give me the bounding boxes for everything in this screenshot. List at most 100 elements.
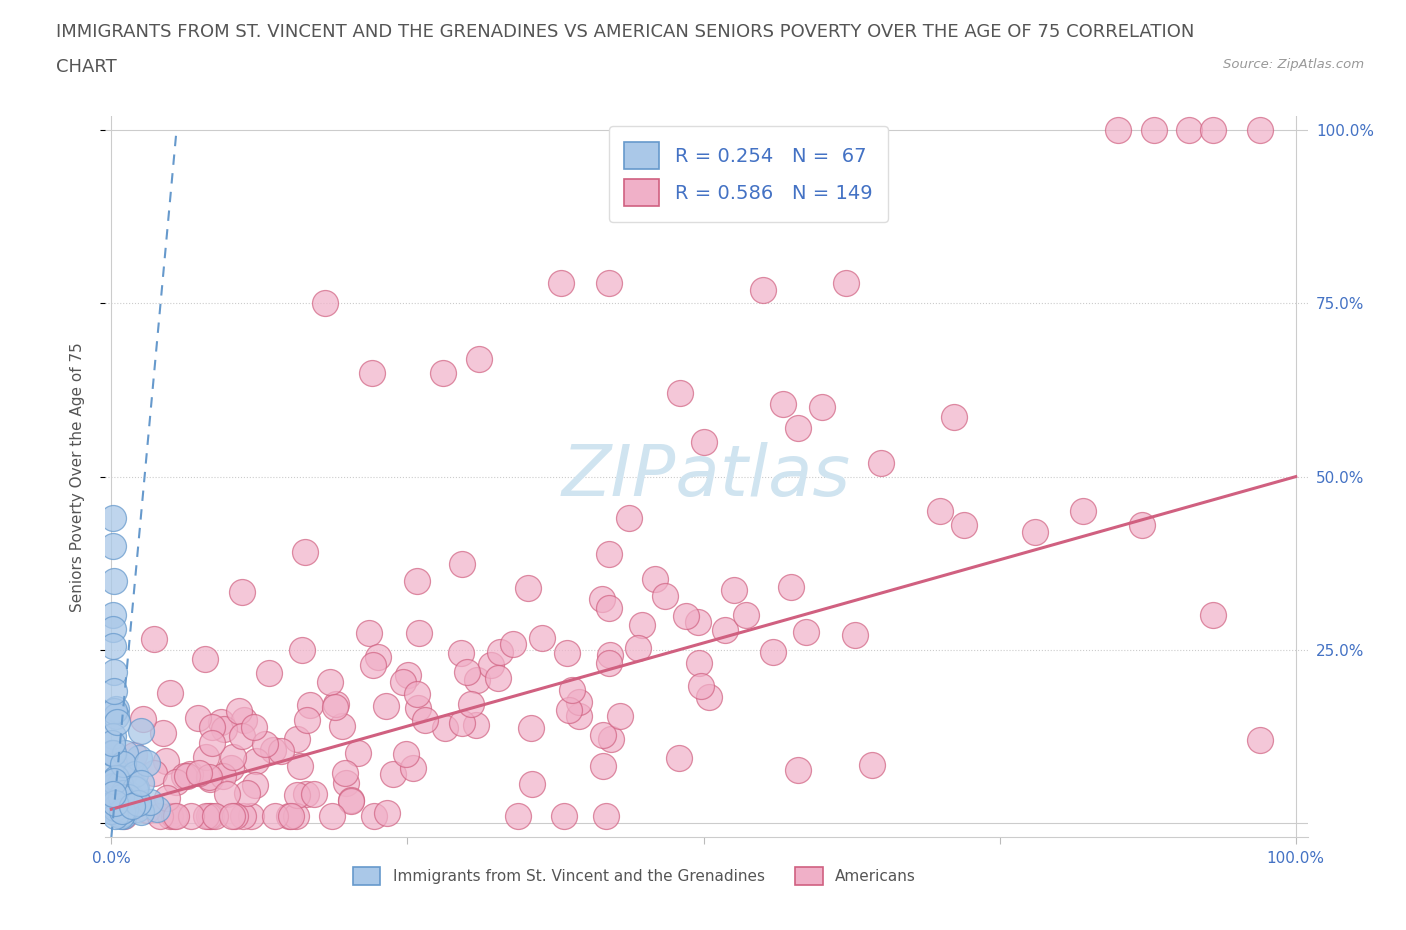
Text: Source: ZipAtlas.com: Source: ZipAtlas.com xyxy=(1223,58,1364,71)
Point xyxy=(108,777,131,791)
Point xyxy=(508,809,530,824)
Point xyxy=(302,787,325,802)
Point xyxy=(104,808,127,823)
Point xyxy=(100,804,122,818)
Point xyxy=(103,778,125,793)
Point xyxy=(1249,123,1271,138)
Point xyxy=(129,804,152,819)
Point xyxy=(561,683,583,698)
Point xyxy=(598,656,620,671)
Point xyxy=(953,518,976,533)
Point xyxy=(1071,504,1094,519)
Point xyxy=(467,352,489,366)
Point xyxy=(124,767,146,782)
Point xyxy=(233,713,256,728)
Point xyxy=(598,547,620,562)
Point xyxy=(212,769,235,784)
Point xyxy=(464,718,486,733)
Point xyxy=(104,771,127,786)
Point xyxy=(104,795,127,810)
Point xyxy=(405,686,427,701)
Point xyxy=(101,759,124,774)
Point xyxy=(374,698,396,713)
Point xyxy=(103,664,125,679)
Point xyxy=(332,719,354,734)
Point xyxy=(285,732,308,747)
Point xyxy=(103,773,125,788)
Point xyxy=(103,786,125,801)
Point xyxy=(553,809,575,824)
Point xyxy=(101,511,124,525)
Point xyxy=(257,665,280,680)
Point xyxy=(222,750,245,764)
Point xyxy=(104,803,127,817)
Point xyxy=(486,671,509,685)
Point xyxy=(688,655,710,670)
Point xyxy=(129,776,152,790)
Point xyxy=(217,786,239,801)
Point xyxy=(357,626,380,641)
Point xyxy=(114,746,136,761)
Point xyxy=(335,765,357,780)
Point xyxy=(413,712,436,727)
Point xyxy=(318,675,340,690)
Point xyxy=(101,790,124,805)
Point xyxy=(1202,123,1225,138)
Point xyxy=(860,758,883,773)
Point xyxy=(103,745,125,760)
Point xyxy=(519,721,541,736)
Point xyxy=(1178,123,1201,138)
Point xyxy=(104,797,127,812)
Point xyxy=(103,573,125,588)
Point xyxy=(295,713,318,728)
Point xyxy=(405,574,427,589)
Point xyxy=(450,715,472,730)
Point xyxy=(1249,733,1271,748)
Point xyxy=(200,809,222,824)
Point xyxy=(104,708,127,723)
Point xyxy=(699,690,721,705)
Point xyxy=(595,809,617,824)
Point xyxy=(834,275,856,290)
Point xyxy=(568,709,591,724)
Text: CHART: CHART xyxy=(56,58,117,75)
Point xyxy=(314,296,336,311)
Point xyxy=(531,631,554,645)
Point xyxy=(163,809,186,824)
Point xyxy=(346,746,368,761)
Point xyxy=(668,751,690,765)
Point xyxy=(104,801,127,816)
Point xyxy=(231,585,253,600)
Point xyxy=(598,275,620,290)
Point xyxy=(125,801,148,816)
Point xyxy=(127,794,149,809)
Point xyxy=(929,504,952,519)
Point xyxy=(285,788,308,803)
Point xyxy=(408,625,430,640)
Point xyxy=(280,809,302,824)
Point xyxy=(465,672,488,687)
Point xyxy=(228,703,250,718)
Point xyxy=(111,786,134,801)
Point xyxy=(598,601,620,616)
Point xyxy=(779,579,801,594)
Point xyxy=(159,685,181,700)
Point xyxy=(104,701,127,716)
Point xyxy=(264,809,287,824)
Point xyxy=(111,788,134,803)
Point xyxy=(101,784,124,799)
Point xyxy=(599,647,621,662)
Point xyxy=(117,790,139,804)
Point xyxy=(108,801,131,816)
Point xyxy=(591,591,613,606)
Y-axis label: Seniors Poverty Over the Age of 75: Seniors Poverty Over the Age of 75 xyxy=(70,341,84,612)
Point xyxy=(772,396,794,411)
Point xyxy=(111,802,134,817)
Point xyxy=(180,809,202,824)
Point xyxy=(456,665,478,680)
Point xyxy=(631,618,654,632)
Point xyxy=(568,695,591,710)
Point xyxy=(110,790,132,804)
Point xyxy=(395,747,418,762)
Point xyxy=(323,700,346,715)
